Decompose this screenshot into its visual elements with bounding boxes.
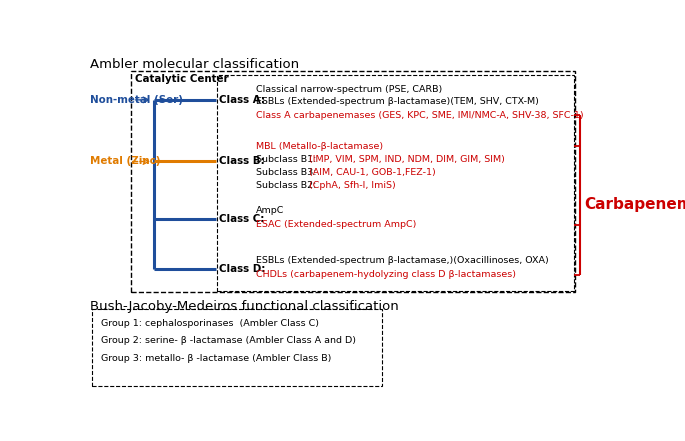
Text: Class A:: Class A: [219,95,265,105]
Text: ESAC (Extended-spectrum AmpC): ESAC (Extended-spectrum AmpC) [256,220,416,229]
Text: (AIM, CAU-1, GOB-1,FEZ-1): (AIM, CAU-1, GOB-1,FEZ-1) [309,168,436,177]
Text: AmpC: AmpC [256,206,284,215]
Text: Non-metal (Ser): Non-metal (Ser) [90,95,184,105]
Text: Class A carbapenemases (GES, KPC, SME, IMI/NMC-A, SHV-38, SFC-1): Class A carbapenemases (GES, KPC, SME, I… [256,111,584,120]
Text: (IMP, VIM, SPM, IND, NDM, DIM, GIM, SIM): (IMP, VIM, SPM, IND, NDM, DIM, GIM, SIM) [309,155,505,164]
Text: Group 1: cephalosporinases  (Ambler Class C): Group 1: cephalosporinases (Ambler Class… [101,318,319,328]
Text: Bush-Jacoby-Medeiros functional classification: Bush-Jacoby-Medeiros functional classifi… [90,300,398,313]
Text: (CphA, Sfh-I, ImiS): (CphA, Sfh-I, ImiS) [309,181,395,190]
Text: Subclass B2:: Subclass B2: [256,181,319,190]
Text: CHDLs (carbapenem-hydolyzing class D β-lactamases): CHDLs (carbapenem-hydolyzing class D β-l… [256,270,516,279]
Text: Class C:: Class C: [219,214,264,224]
Text: Class B:: Class B: [219,157,264,167]
Text: MBL (Metallo-β-lactamase): MBL (Metallo-β-lactamase) [256,142,383,150]
Text: ESBLs (Extended-spectrum β-lactamase,)(Oxacillinoses, OXA): ESBLs (Extended-spectrum β-lactamase,)(O… [256,256,549,265]
Text: Carbapenemases: Carbapenemases [585,197,685,212]
Text: Classical narrow-spectrum (PSE, CARB): Classical narrow-spectrum (PSE, CARB) [256,85,443,93]
Text: Ambler molecular classification: Ambler molecular classification [90,57,299,71]
Text: Catalytic Center: Catalytic Center [135,74,229,84]
Text: Class D:: Class D: [219,264,265,274]
Text: Group 3: metallo- β -lactamase (Ambler Class B): Group 3: metallo- β -lactamase (Ambler C… [101,354,332,363]
Text: Subclass B1:: Subclass B1: [256,155,319,164]
Text: Metal (Zinc): Metal (Zinc) [90,157,161,167]
Text: Subclass B3:: Subclass B3: [256,168,320,177]
Text: ESBLs (Extended-spectrum β-lactamase)(TEM, SHV, CTX-M): ESBLs (Extended-spectrum β-lactamase)(TE… [256,97,539,106]
Text: Group 2: serine- β -lactamase (Ambler Class A and D): Group 2: serine- β -lactamase (Ambler Cl… [101,336,356,345]
